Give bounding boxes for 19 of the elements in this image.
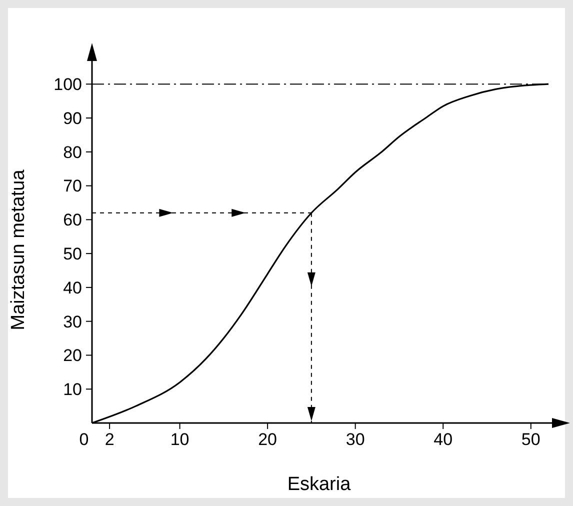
y-tick-label: 20 xyxy=(63,346,82,366)
y-tick-label: 10 xyxy=(63,380,82,400)
x-axis-title: Eskaria xyxy=(287,474,352,495)
x-tick-label: 2 xyxy=(104,430,114,449)
y-axis-title: Maiztasun metatua xyxy=(8,169,29,330)
y-tick-label: 90 xyxy=(63,108,82,128)
y-tick-label: 30 xyxy=(63,312,82,332)
x-tick-label: 50 xyxy=(521,430,540,449)
x-tick-label: 20 xyxy=(258,430,278,449)
x-tick-label: 30 xyxy=(346,430,365,449)
y-tick-label: 70 xyxy=(63,176,82,196)
x-tick-label: 40 xyxy=(434,430,453,449)
y-tick-label: 40 xyxy=(63,278,82,298)
x-tick-label: 0 xyxy=(79,430,89,449)
y-tick-label: 100 xyxy=(54,75,82,94)
y-tick-label: 60 xyxy=(63,210,82,230)
y-tick-label: 80 xyxy=(63,142,82,162)
x-tick-label: 10 xyxy=(170,430,190,449)
y-tick-label: 50 xyxy=(63,244,82,264)
